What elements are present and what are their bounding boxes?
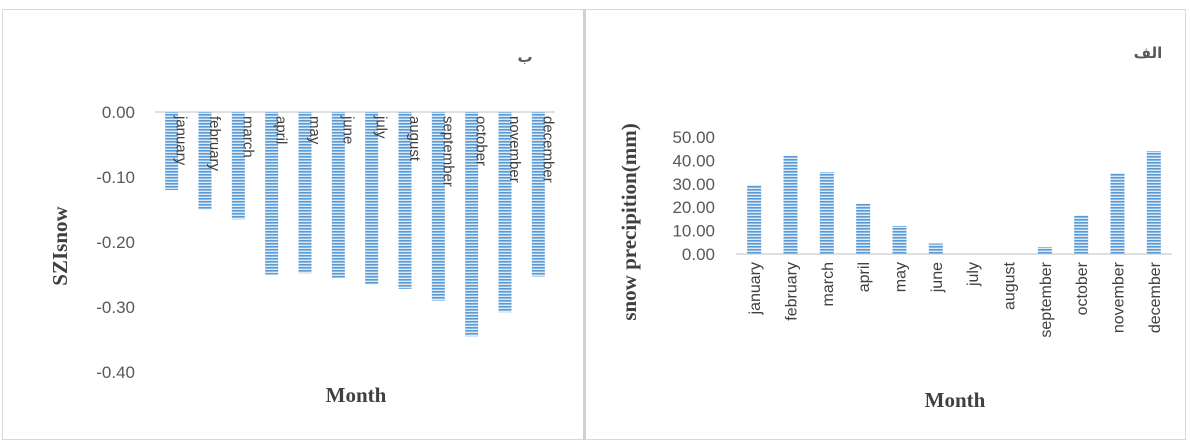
right-y-tick-label: 40.00 bbox=[672, 151, 715, 170]
right-category-label: february bbox=[784, 262, 801, 321]
left-bar-november bbox=[498, 112, 512, 313]
right-panel-label: الف bbox=[1134, 44, 1163, 62]
left-category-label: december bbox=[539, 116, 556, 183]
right-bars bbox=[747, 151, 1161, 254]
right-y-tick-label: 10.00 bbox=[672, 222, 715, 241]
left-bar-april bbox=[265, 112, 279, 275]
left-category-label: august bbox=[406, 116, 423, 162]
left-chart-panel bbox=[2, 9, 583, 440]
right-y-tick-label: 30.00 bbox=[672, 175, 715, 194]
right-category-label: march bbox=[820, 262, 837, 306]
left-category-label: may bbox=[306, 116, 323, 145]
right-category-label: september bbox=[1038, 261, 1055, 337]
left-bar-february bbox=[198, 112, 212, 210]
right-category-label: august bbox=[1002, 261, 1019, 310]
right-category-label: july bbox=[965, 262, 982, 287]
right-y-ticks: 0.00 10.00 20.00 30.00 40.00 50.00 bbox=[672, 128, 715, 264]
right-category-label: may bbox=[893, 262, 910, 292]
right-x-axis-title: Month bbox=[925, 388, 986, 412]
left-category-label: january bbox=[173, 115, 190, 166]
left-bar-october bbox=[465, 112, 479, 337]
panel-divider bbox=[583, 9, 586, 440]
right-bar-february bbox=[783, 155, 798, 254]
left-category-label: november bbox=[506, 116, 523, 183]
right-category-label: april bbox=[856, 262, 873, 292]
left-y-axis-title: SZIsnow bbox=[48, 205, 72, 285]
right-bar-september bbox=[1037, 246, 1052, 254]
left-category-label: april bbox=[273, 116, 290, 144]
right-bar-june bbox=[928, 243, 943, 254]
left-bar-june bbox=[331, 112, 345, 278]
left-bar-march bbox=[231, 112, 245, 220]
left-x-axis-title: Month bbox=[326, 383, 387, 407]
right-bar-november bbox=[1110, 173, 1125, 254]
right-category-label: december bbox=[1147, 261, 1164, 333]
right-bar-october bbox=[1074, 215, 1089, 254]
szi-snow-chart: ب 0.00 -0.10 -0.20 -0.30 -0.40 january februa… bbox=[48, 48, 556, 407]
left-category-label: march bbox=[239, 116, 256, 158]
left-y-tick-label: 0.00 bbox=[102, 103, 135, 122]
left-category-label: october bbox=[473, 116, 490, 166]
right-bar-may bbox=[892, 225, 907, 254]
right-category-label: november bbox=[1111, 261, 1128, 333]
left-category-label: june bbox=[339, 115, 356, 144]
right-category-label: october bbox=[1074, 261, 1091, 315]
right-category-label: june bbox=[929, 262, 946, 293]
left-category-label: july bbox=[373, 115, 390, 139]
left-category-labels: january february march april may june july augu… bbox=[173, 115, 557, 187]
right-y-tick-label: 50.00 bbox=[672, 128, 715, 147]
left-bar-september bbox=[431, 112, 445, 301]
left-y-ticks: 0.00 -0.10 -0.20 -0.30 -0.40 bbox=[96, 103, 135, 382]
right-bar-january bbox=[747, 184, 762, 254]
left-bar-may bbox=[298, 112, 312, 274]
left-category-label: february bbox=[206, 116, 223, 172]
left-bar-july bbox=[365, 112, 379, 285]
right-y-tick-label: 0.00 bbox=[682, 245, 715, 264]
left-category-label: september bbox=[439, 116, 456, 187]
left-panel-label: ب bbox=[517, 48, 532, 66]
right-category-label: january bbox=[747, 262, 764, 315]
left-bar-august bbox=[398, 112, 412, 289]
right-bar-april bbox=[856, 203, 871, 254]
snow-precipitation-chart: الف 0.00 10.00 20.00 30.00 40.00 50.00 januar… bbox=[617, 44, 1172, 412]
right-category-labels: january february march april may june july augu… bbox=[747, 261, 1164, 337]
right-y-axis-title: snow precipition(mm) bbox=[617, 123, 641, 320]
left-bar-december bbox=[531, 112, 545, 277]
left-y-tick-label: -0.40 bbox=[96, 363, 135, 382]
right-bar-december bbox=[1146, 151, 1161, 254]
left-y-tick-label: -0.30 bbox=[96, 298, 135, 317]
right-y-tick-label: 20.00 bbox=[672, 198, 715, 217]
left-bars bbox=[165, 112, 545, 337]
left-y-tick-label: -0.10 bbox=[96, 168, 135, 187]
right-bar-march bbox=[819, 172, 834, 254]
left-y-tick-label: -0.20 bbox=[96, 233, 135, 252]
left-bar-january bbox=[165, 112, 179, 190]
